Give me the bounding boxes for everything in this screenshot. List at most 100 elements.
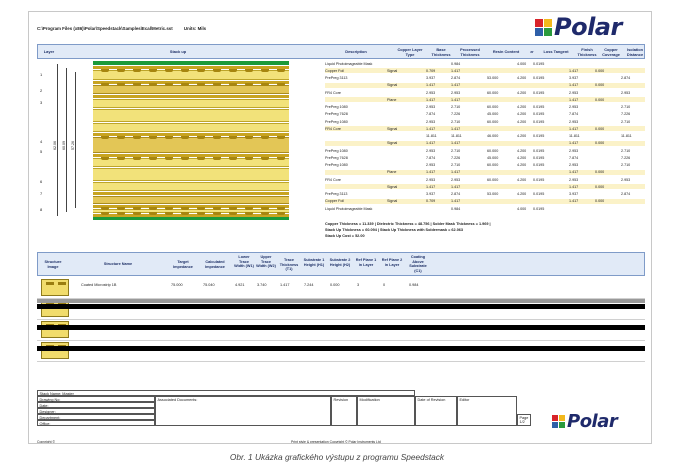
cell-type: Plane <box>387 97 397 102</box>
trace-shape <box>117 69 125 72</box>
cell-finish: 3.937 <box>569 192 579 196</box>
cell-finish: 1.417 <box>569 184 579 189</box>
trace-shape <box>245 212 253 215</box>
print-style-note: Print style & presentation Copyright © P… <box>291 440 381 444</box>
cell-processed: 2.874 <box>451 192 461 196</box>
polar-logo: Polar <box>535 13 622 41</box>
stackup-row: FR4 Core 2.953 2.953 60.000 4.200 0.0195 2.953… <box>325 177 645 182</box>
cell-type: Signal <box>387 126 398 131</box>
trace-shape <box>277 207 285 210</box>
trace-shape <box>277 136 285 139</box>
cell-processed: 2.953 <box>451 90 461 95</box>
structure-cell-h2: 0.000 <box>330 283 340 287</box>
stackup-row: Signal 1.417 1.417 1.417 0.000 <box>325 140 645 146</box>
trace-shape <box>181 157 189 160</box>
cell-resin: 60.000 <box>487 90 499 95</box>
stackup-table-header: Layer Stack up Description Copper Layer … <box>37 44 645 59</box>
summary-line: Stack Up Thickness = 60.094 | Stack Up T… <box>325 228 464 232</box>
cell-finish: 1.417 <box>569 83 579 88</box>
dimension-line-inner <box>75 72 76 208</box>
cell-processed: 0.984 <box>451 206 461 211</box>
cell-resin: 53.000 <box>487 192 499 196</box>
stackup-row: Signal 1.417 1.417 1.417 0.000 <box>325 82 645 88</box>
prepreg-layer <box>93 123 289 132</box>
structure-cell-target: 75.000 <box>171 283 183 287</box>
trace-shape <box>197 212 205 215</box>
copper-plane <box>93 192 289 195</box>
structure-row: Coated Microstrip 1B75.00075.0404.9213.7… <box>37 340 645 362</box>
trace-shape <box>277 157 285 160</box>
trace-shape <box>261 212 269 215</box>
stackup-row: Copper Foil Signal 0.709 1.417 1.417 0.000 <box>325 68 645 74</box>
core-layer <box>93 196 289 204</box>
trace-shape <box>165 212 173 215</box>
summary-line: Stack Up Cost = 52.00 <box>325 234 365 238</box>
cell-loss: 0.0195 <box>533 155 545 160</box>
cell-processed: 1.417 <box>451 170 461 175</box>
cell-type: Signal <box>387 83 398 88</box>
cell-isolation: 2.953 <box>621 90 631 95</box>
cell-er: 4.200 <box>517 76 527 80</box>
col-stack-up: Stack up <box>169 49 187 54</box>
cell-er: 4.200 <box>517 112 527 117</box>
copper-signal <box>93 133 289 136</box>
stackup-row: PrePreg 7628 7.874 7.226 45.000 4.200 0.0195 7… <box>325 112 645 117</box>
col-substrate-1-height: Substrate 1 Height (H1) <box>303 258 325 267</box>
cell-processed: 1.417 <box>451 199 461 204</box>
units-label: Units: Mils <box>183 26 207 31</box>
layer-number: 2 <box>40 88 43 93</box>
col-isolation-distance: Isolation Distance <box>626 47 644 57</box>
col-structure-image: Structure Image <box>44 260 62 269</box>
stackup-row: PrePreg 1080 2.953 2.710 60.000 4.200 0.0195 2… <box>325 148 645 153</box>
trace-shape <box>101 212 109 215</box>
cell-finish: 7.874 <box>569 155 579 160</box>
cell-loss: 0.0195 <box>533 206 545 211</box>
col-processed-thickness: Processed Thickness <box>460 47 480 57</box>
cell-isolation: 2.953 <box>621 177 631 182</box>
trace-shape <box>213 157 221 160</box>
col-description: Description <box>345 49 367 54</box>
polar-logo-word: Polar <box>554 13 622 41</box>
structure-cell-t1: 1.417 <box>280 283 290 287</box>
structure-cell-ref2: 0 <box>383 283 386 287</box>
trace-shape <box>245 157 253 160</box>
date-of-revision-field: Date of Revision <box>415 396 457 426</box>
cell-description: PrePreg 7628 <box>325 112 348 117</box>
stackup-row: PrePreg 1080 2.953 2.710 60.000 4.200 0.0195 2… <box>325 163 645 168</box>
cell-finish: 1.417 <box>569 199 579 204</box>
cell-loss: 0.0195 <box>533 90 545 95</box>
structure-thumbnail <box>41 279 69 296</box>
cell-isolation: 2.710 <box>621 119 631 124</box>
stackup-row: 11.811 11.811 46.000 4.200 0.0195 11.811 11.81… <box>325 134 645 139</box>
revision-field: Revision <box>331 396 357 426</box>
trace-shape <box>101 157 109 160</box>
cell-description: PrePreg 7628 <box>325 155 348 160</box>
trace-shape <box>197 207 205 210</box>
trace-shape <box>181 136 189 139</box>
title-block: Stack Name: Master Drawing No: Date: Des… <box>37 390 645 440</box>
cell-base: 3.937 <box>426 76 436 80</box>
cell-description: Copper Foil <box>325 68 345 73</box>
cell-processed: 1.417 <box>451 97 461 102</box>
trace-shape <box>101 136 109 139</box>
cell-finish: 1.417 <box>569 126 579 131</box>
cell-processed: 2.710 <box>451 119 461 124</box>
stackup-row: Copper Foil Signal 0.709 1.417 1.417 0.000 <box>325 198 645 204</box>
trace-shape <box>213 136 221 139</box>
stackup-summary: Copper Thickness = 11.339 | Dielectric T… <box>325 221 645 239</box>
page-number: 1/2 <box>519 419 525 424</box>
col-calculated-impedance: Calculated Impedance <box>205 260 225 269</box>
cell-loss: 0.0195 <box>533 105 545 109</box>
cell-resin: 45.000 <box>487 112 499 117</box>
structure-cell-c1: 0.984 <box>409 283 419 287</box>
cell-isolation: 7.226 <box>621 155 631 160</box>
cell-description: PrePreg 3113 <box>325 192 348 196</box>
cell-er: 4.200 <box>517 155 527 160</box>
trace-shape <box>133 207 141 210</box>
cell-type: Signal <box>387 68 398 73</box>
trace-shape <box>213 69 221 72</box>
col-coating-above-substrate: Coating Above Substrate (C1) <box>409 255 427 273</box>
copper-plane <box>93 95 289 98</box>
dimension-stackup: 60.09 <box>62 141 66 150</box>
